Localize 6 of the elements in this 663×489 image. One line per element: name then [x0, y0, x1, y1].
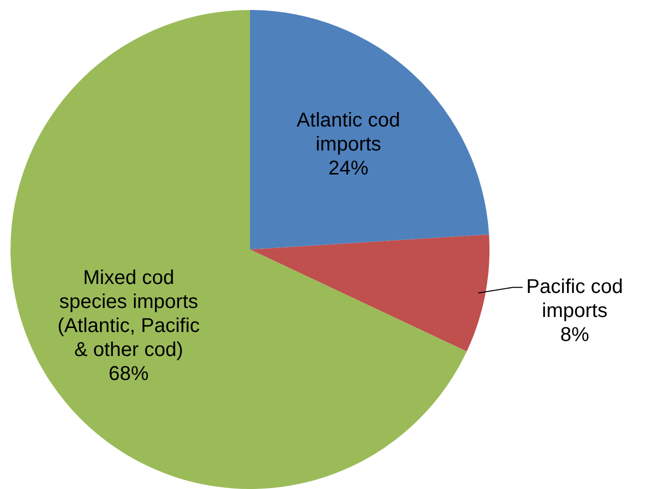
slice-label: Pacific cod imports	[526, 276, 624, 322]
data-label: 8%	[560, 324, 590, 346]
data-label: 24%	[328, 157, 369, 180]
slice-label: Mixed cod species imports (Atlantic, Pacific & other cod)	[58, 267, 200, 362]
slice-label: Atlantic cod imports	[296, 109, 400, 156]
data-label: 68%	[108, 363, 149, 386]
